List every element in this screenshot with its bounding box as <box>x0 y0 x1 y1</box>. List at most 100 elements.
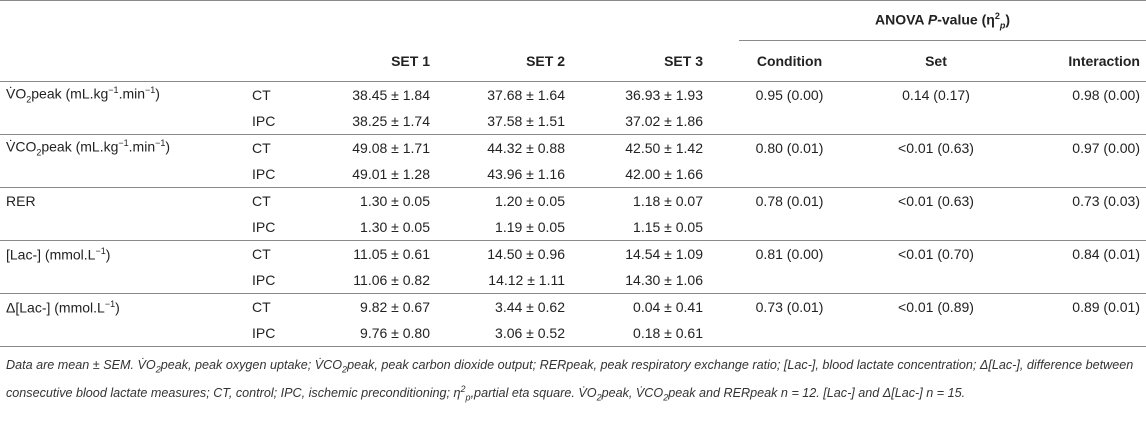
anova-set-value: <0.01 (0.63) <box>840 134 1002 161</box>
anova-condition-value: 0.78 (0.01) <box>739 187 840 214</box>
anova-interaction-empty <box>1002 320 1146 346</box>
condition-label: CT <box>252 81 322 108</box>
data-table: ANOVA P-value (η2p) SET 1 SET 2 SET 3 Co… <box>0 0 1146 347</box>
anova-condition-empty <box>739 108 840 135</box>
set1-value: 11.05 ± 0.61 <box>322 240 430 267</box>
anova-interaction-value: 0.73 (0.03) <box>1002 187 1146 214</box>
set1-value: 1.30 ± 0.05 <box>322 187 430 214</box>
set3-value: 37.02 ± 1.86 <box>625 113 703 129</box>
condition-label: IPC <box>252 219 276 235</box>
anova-set-value: <0.01 (0.89) <box>840 293 1002 320</box>
col-header-condition: Condition <box>756 53 823 69</box>
set3-value: 42.00 ± 1.66 <box>625 166 703 182</box>
table-row: IPC 1.30 ± 0.05 1.19 ± 0.05 1.15 ± 0.05 <box>0 214 1146 241</box>
variable-label-empty <box>0 214 252 241</box>
condition-label: CT <box>252 134 322 161</box>
set1-value: 11.06 ± 0.82 <box>353 272 430 288</box>
set1-value: 49.01 ± 1.28 <box>352 166 430 182</box>
variable-label: V̇CO2peak (mL.kg−1.min−1) <box>0 134 252 161</box>
set1-value: 9.76 ± 0.80 <box>360 325 430 341</box>
anova-set-empty <box>840 214 1002 241</box>
anova-interaction-empty <box>1002 161 1146 188</box>
set2-value: 14.50 ± 0.96 <box>430 240 585 267</box>
table-row: IPC 38.25 ± 1.74 37.58 ± 1.51 37.02 ± 1.86 <box>0 108 1146 135</box>
anova-set-value: 0.14 (0.17) <box>840 81 1002 108</box>
condition-label: CT <box>252 240 322 267</box>
anova-set-empty <box>840 108 1002 135</box>
set2-value: 37.58 ± 1.51 <box>487 113 565 129</box>
variable-label: Δ[Lac-] (mmol.L−1) <box>0 293 252 320</box>
variable-label: [Lac-] (mmol.L−1) <box>0 240 252 267</box>
table-row: Δ[Lac-] (mmol.L−1) CT 9.82 ± 0.67 3.44 ± 0.… <box>0 293 1146 320</box>
condition-label: IPC <box>252 166 276 182</box>
anova-interaction-value: 0.84 (0.01) <box>1002 240 1146 267</box>
set3-value: 0.04 ± 0.41 <box>585 293 739 320</box>
set3-value: 1.18 ± 0.07 <box>585 187 739 214</box>
condition-label: CT <box>252 187 322 214</box>
anova-condition-empty <box>739 161 840 188</box>
set2-value: 43.96 ± 1.16 <box>487 166 565 182</box>
set3-value: 14.54 ± 1.09 <box>585 240 739 267</box>
anova-condition-value: 0.81 (0.00) <box>739 240 840 267</box>
set3-value: 1.15 ± 0.05 <box>633 219 703 235</box>
anova-header: ANOVA P-value (η2p) <box>739 1 1146 41</box>
anova-condition-value: 0.73 (0.01) <box>739 293 840 320</box>
anova-set-value: <0.01 (0.63) <box>840 187 1002 214</box>
anova-set-empty <box>840 161 1002 188</box>
anova-interaction-empty <box>1002 214 1146 241</box>
anova-condition-empty <box>739 267 840 294</box>
col-header-interaction: Interaction <box>1068 53 1140 69</box>
set3-value: 36.93 ± 1.93 <box>585 81 739 108</box>
condition-label: IPC <box>252 325 276 341</box>
anova-set-value: <0.01 (0.70) <box>840 240 1002 267</box>
anova-interaction-value: 0.89 (0.01) <box>1002 293 1146 320</box>
set2-value: 44.32 ± 0.88 <box>430 134 585 161</box>
set1-value: 38.45 ± 1.84 <box>322 81 430 108</box>
table-row: RER CT 1.30 ± 0.05 1.20 ± 0.05 1.18 ± 0.07 0.… <box>0 187 1146 214</box>
table-row: V̇CO2peak (mL.kg−1.min−1) CT 49.08 ± 1.71 4… <box>0 134 1146 161</box>
condition-label: CT <box>252 293 322 320</box>
set2-value: 1.19 ± 0.05 <box>495 219 565 235</box>
set1-value: 9.82 ± 0.67 <box>322 293 430 320</box>
variable-label-empty <box>0 267 252 294</box>
set3-value: 42.50 ± 1.42 <box>585 134 739 161</box>
anova-set-empty <box>840 267 1002 294</box>
condition-label: IPC <box>252 272 276 288</box>
anova-interaction-value: 0.98 (0.00) <box>1002 81 1146 108</box>
table-row: IPC 11.06 ± 0.82 14.12 ± 1.11 14.30 ± 1.06 <box>0 267 1146 294</box>
col-header-set3: SET 3 <box>664 52 703 69</box>
set2-value: 1.20 ± 0.05 <box>430 187 585 214</box>
col-header-set: Set <box>925 53 947 69</box>
anova-interaction-value: 0.97 (0.00) <box>1002 134 1146 161</box>
anova-condition-value: 0.80 (0.01) <box>739 134 840 161</box>
set2-value: 3.06 ± 0.52 <box>495 325 565 341</box>
col-header-set1: SET 1 <box>391 52 430 69</box>
anova-interaction-empty <box>1002 267 1146 294</box>
variable-label-empty <box>0 320 252 346</box>
variable-label-empty <box>0 161 252 188</box>
set1-value: 38.25 ± 1.74 <box>352 113 430 129</box>
set2-value: 14.12 ± 1.11 <box>488 272 565 288</box>
table-row: [Lac-] (mmol.L−1) CT 11.05 ± 0.61 14.50 ± 0… <box>0 240 1146 267</box>
set1-value: 49.08 ± 1.71 <box>322 134 430 161</box>
anova-condition-empty <box>739 214 840 241</box>
set2-value: 37.68 ± 1.64 <box>430 81 585 108</box>
set3-value: 0.18 ± 0.61 <box>633 325 703 341</box>
anova-set-empty <box>840 320 1002 346</box>
table-row: V̇O2peak (mL.kg−1.min−1) CT 38.45 ± 1.84 37… <box>0 81 1146 108</box>
table-row: IPC 49.01 ± 1.28 43.96 ± 1.16 42.00 ± 1.66 <box>0 161 1146 188</box>
set2-value: 3.44 ± 0.62 <box>430 293 585 320</box>
table-footnote: Data are mean ± SEM. V̇O2peak, peak oxyg… <box>6 358 1134 403</box>
set3-value: 14.30 ± 1.06 <box>625 272 703 288</box>
table-row: IPC 9.76 ± 0.80 3.06 ± 0.52 0.18 ± 0.61 <box>0 320 1146 346</box>
condition-label: IPC <box>252 113 276 129</box>
col-header-set2: SET 2 <box>526 52 565 69</box>
anova-condition-value: 0.95 (0.00) <box>739 81 840 108</box>
variable-label: V̇O2peak (mL.kg−1.min−1) <box>0 81 252 108</box>
set1-value: 1.30 ± 0.05 <box>360 219 430 235</box>
variable-label-empty <box>0 108 252 135</box>
anova-interaction-empty <box>1002 108 1146 135</box>
anova-condition-empty <box>739 320 840 346</box>
variable-label: RER <box>0 187 252 214</box>
